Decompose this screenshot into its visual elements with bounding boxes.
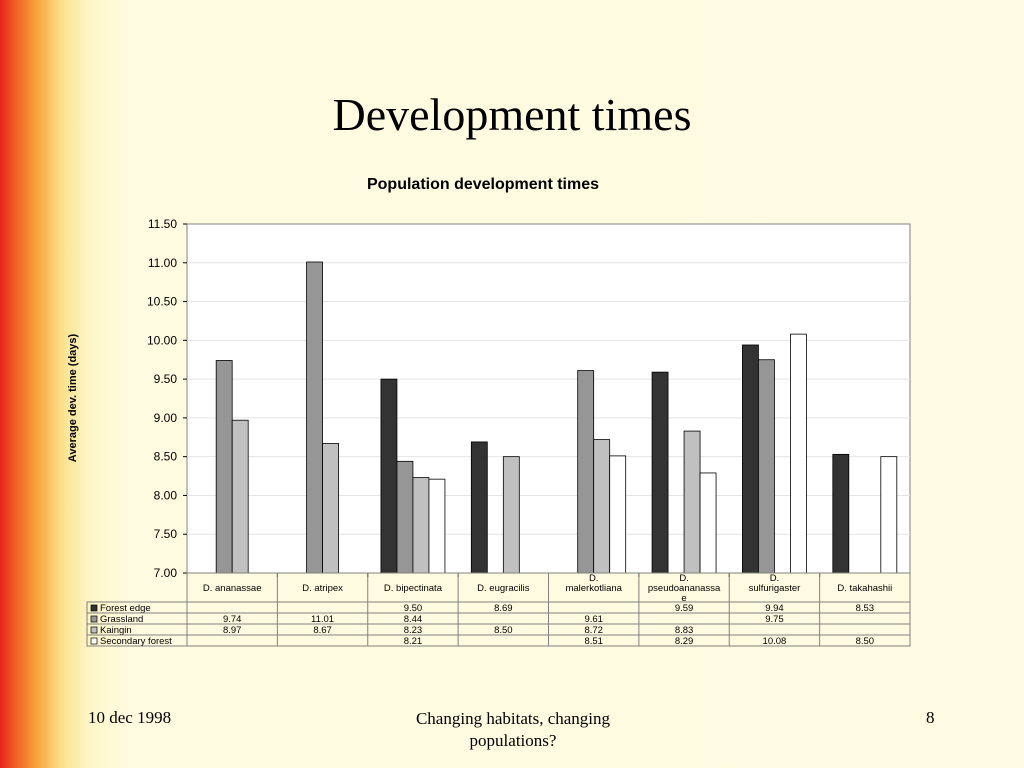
y-tick-label: 7.50 <box>154 527 178 541</box>
x-tick-label-line: D. ananassae <box>203 583 262 594</box>
x-tick-label: D. takahashii <box>837 583 892 594</box>
x-tick-label-line: D. <box>770 573 780 584</box>
y-tick-label: 9.00 <box>154 411 178 425</box>
data-label: 9.94 <box>765 603 784 614</box>
x-tick-label: D. malerkotliana <box>565 573 622 594</box>
bar <box>832 453 850 574</box>
bar <box>215 360 233 574</box>
x-tick-label: D. bipectinata <box>384 583 443 594</box>
x-tick-label-line: D. atripex <box>302 583 343 594</box>
bar <box>306 261 323 574</box>
legend-label: Secondary forest <box>100 636 172 647</box>
y-tick-label: 8.00 <box>154 488 178 502</box>
data-label: 8.21 <box>404 636 423 647</box>
x-tick-label-line: e <box>681 593 686 604</box>
footer-caption: Changing habitats, changing populations? <box>415 709 611 750</box>
bar <box>699 472 717 574</box>
data-label: 8.51 <box>584 636 603 647</box>
legend-label: Forest edge <box>100 603 151 614</box>
data-label: 8.67 <box>313 625 332 636</box>
slide-title: Development times <box>332 89 692 140</box>
data-label: 11.01 <box>311 614 334 625</box>
y-tick-label: 9.50 <box>154 372 178 386</box>
data-label: 10.08 <box>763 636 787 647</box>
bar <box>577 370 595 574</box>
x-tick-label-line: malerkotliana <box>565 583 622 594</box>
data-label: 8.23 <box>404 625 423 636</box>
x-tick-label: D. atripex <box>302 583 343 594</box>
y-tick-label: 11.50 <box>148 217 177 231</box>
data-label: 9.50 <box>404 603 423 614</box>
data-label: 9.61 <box>584 614 603 625</box>
x-tick-label-line: D. takahashii <box>837 583 892 594</box>
x-tick-label-line: D. <box>589 573 599 584</box>
y-tick-label: 10.00 <box>147 333 177 347</box>
bar <box>470 441 488 574</box>
x-tick-label-line: pseudoananassa <box>648 583 721 594</box>
data-label: 9.59 <box>675 603 694 614</box>
data-label: 8.69 <box>494 603 513 614</box>
data-label: 9.74 <box>223 614 242 625</box>
x-tick-label: D. pseudoananassa e <box>648 573 721 604</box>
y-tick-label: 7.00 <box>154 566 178 580</box>
bar <box>428 478 446 574</box>
y-tick-label: 10.50 <box>147 295 177 309</box>
legend-swatch <box>90 626 98 634</box>
chart-title: Population development times <box>366 176 600 193</box>
bar <box>380 378 398 574</box>
bar <box>593 439 611 574</box>
legend-swatch <box>90 615 98 623</box>
bar <box>502 456 520 574</box>
x-tick-label: D. eugracilis <box>477 583 530 594</box>
data-label: 8.83 <box>675 625 694 636</box>
legend-label: Kaingin <box>100 625 132 636</box>
data-label: 8.72 <box>584 625 603 636</box>
x-tick-label-line: D. bipectinata <box>384 583 443 594</box>
bar <box>790 333 807 574</box>
x-tick-label-line: D. eugracilis <box>477 583 530 594</box>
bar <box>322 443 339 574</box>
page-number: 8 <box>926 708 935 727</box>
bar <box>651 371 669 574</box>
bar <box>396 460 414 574</box>
data-label: 8.29 <box>675 636 694 647</box>
bar <box>609 455 627 574</box>
x-tick-label: D. sulfurigaster <box>749 573 801 594</box>
data-label: 8.44 <box>404 614 423 625</box>
bar <box>231 419 249 574</box>
data-label: 8.50 <box>856 636 875 647</box>
bar <box>758 359 775 574</box>
y-axis-label: Average dev. time (days) <box>67 333 79 462</box>
x-tick-label: D. ananassae <box>203 583 262 594</box>
data-label: 8.50 <box>494 625 513 636</box>
data-label: 8.97 <box>223 625 242 636</box>
x-tick-label-line: sulfurigaster <box>749 583 801 594</box>
y-tick-label: 11.00 <box>148 256 177 270</box>
bar <box>742 344 759 574</box>
data-label: 9.75 <box>765 614 784 625</box>
y-tick-label: 8.50 <box>154 450 178 464</box>
legend-swatch <box>90 604 98 612</box>
x-tick-label-line: D. <box>679 573 689 584</box>
bar <box>683 430 701 574</box>
legend-swatch <box>90 637 98 645</box>
footer-date: 10 dec 1998 <box>88 708 172 727</box>
data-label: 8.53 <box>856 603 875 614</box>
bar <box>880 456 898 574</box>
bar <box>412 477 430 574</box>
legend-label: Grassland <box>100 614 143 625</box>
